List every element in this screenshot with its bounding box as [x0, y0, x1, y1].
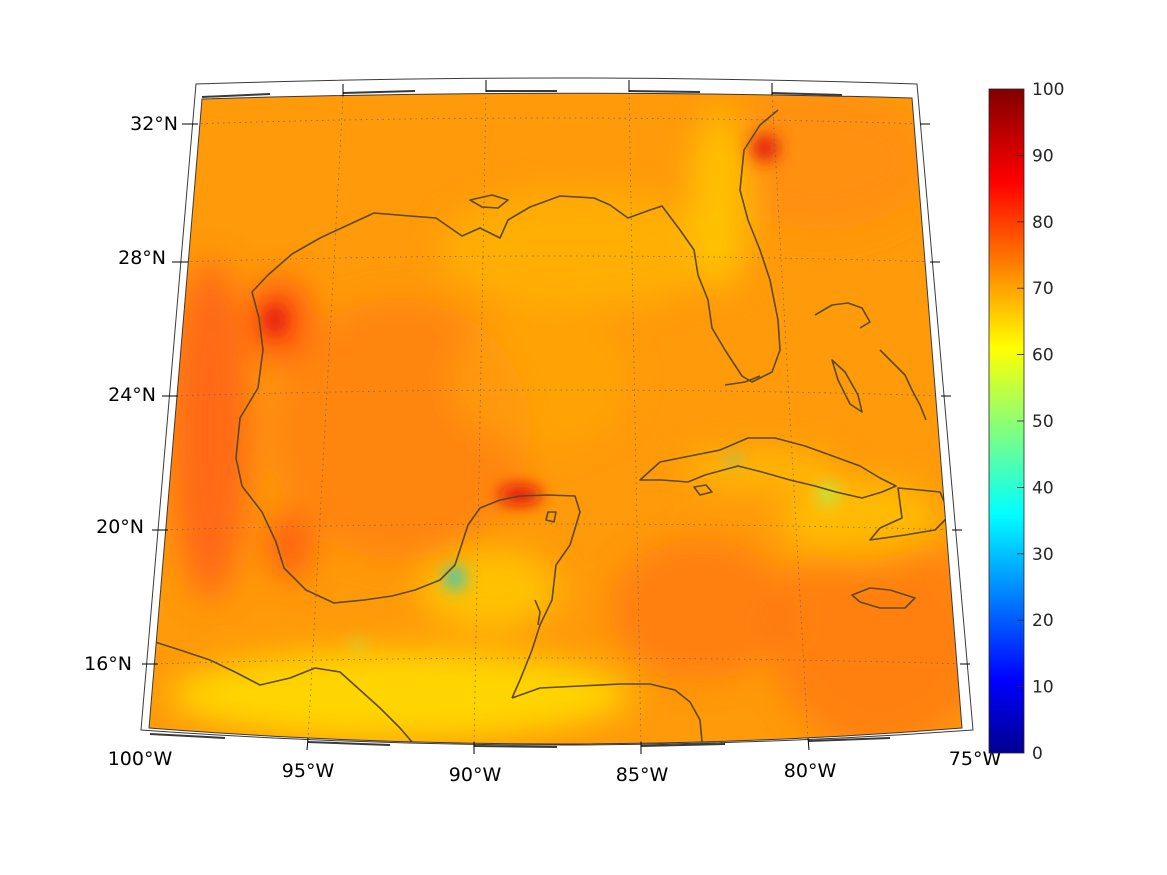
field-patch	[440, 190, 720, 310]
florida-keys	[724, 375, 761, 386]
lat-label-28n: 28°N	[118, 247, 166, 269]
frame-outer	[140, 77, 974, 746]
longitude-labels: 100°W 95°W 90°W 85°W 80°W 75°W	[108, 748, 1002, 786]
colorbar-label-30: 30	[1032, 545, 1054, 565]
gulf-coast-north	[251, 109, 781, 389]
field-spot	[445, 566, 465, 590]
lat-label-24n: 24°N	[108, 384, 156, 406]
frame-band-marks	[149, 90, 891, 748]
lat-label-32n: 32°N	[130, 113, 178, 135]
field-patch	[710, 93, 930, 230]
field-spot	[498, 485, 542, 505]
field-patch	[780, 480, 940, 560]
colorbar-labels: 100 90 80 70 60 50 40 30 20 10 0	[1032, 80, 1064, 764]
axis-ticks	[142, 80, 970, 754]
cuba	[639, 437, 897, 499]
lon-label-80w: 80°W	[784, 760, 837, 782]
frame-inner	[148, 92, 963, 745]
parallel-24n	[169, 389, 949, 397]
colorbar-label-80: 80	[1032, 213, 1054, 233]
field-spot	[751, 134, 779, 162]
colorbar-label-60: 60	[1032, 346, 1054, 366]
gulf-coast	[235, 387, 581, 699]
colorbar-label-90: 90	[1032, 146, 1054, 166]
field-patch	[690, 110, 750, 290]
colorbar-label-50: 50	[1032, 412, 1054, 432]
colorbar-label-70: 70	[1032, 279, 1054, 299]
field-patch	[770, 530, 962, 744]
colorbar-label-0: 0	[1032, 744, 1043, 764]
hispaniola	[869, 487, 951, 541]
bahamas-east	[879, 349, 927, 421]
florida-panhandle-bay	[469, 194, 509, 209]
colorbar-label-10: 10	[1032, 678, 1054, 698]
field-patch	[170, 650, 630, 740]
pacific-coast	[154, 641, 413, 743]
lon-label-95w: 95°W	[282, 760, 335, 782]
field-patch	[170, 260, 250, 600]
lon-label-75w: 75°W	[949, 748, 1002, 770]
colorbar: 100 90 80 70 60 50 40 30 20 10 0	[988, 80, 1064, 764]
graticule	[149, 93, 962, 744]
field-variation	[170, 93, 962, 744]
latitude-labels: 32°N 28°N 24°N 20°N 16°N	[84, 113, 178, 675]
colorbar-label-100: 100	[1032, 80, 1064, 100]
colorbar-ticks	[1017, 154, 1024, 687]
bahamas-andros	[831, 359, 863, 413]
lat-label-16n: 16°N	[84, 653, 132, 675]
lon-label-90w: 90°W	[449, 764, 502, 786]
map-frame	[140, 77, 974, 748]
lon-label-100w: 100°W	[108, 748, 173, 770]
lat-label-20n: 20°N	[96, 516, 144, 538]
tick-lon-95w	[306, 737, 309, 751]
colorbar-label-40: 40	[1032, 478, 1054, 498]
field-patch	[268, 510, 312, 580]
field-spot	[263, 304, 287, 336]
field-patch	[450, 310, 630, 450]
belize-cays	[534, 599, 541, 626]
central-america-coast	[511, 683, 703, 743]
field-spot	[727, 456, 739, 464]
cozumel	[545, 511, 557, 523]
field-patch	[680, 450, 840, 490]
tick-lon-80w	[807, 737, 810, 751]
coastlines	[154, 109, 951, 743]
lon-label-85w: 85°W	[616, 764, 669, 786]
jamaica	[851, 587, 916, 609]
isla-de-la-juventud	[693, 484, 713, 496]
bahamas-north	[814, 302, 871, 329]
field-patch	[610, 540, 790, 680]
parallel-16n	[149, 657, 962, 665]
colorbar-label-20: 20	[1032, 611, 1054, 631]
data-field	[149, 93, 962, 744]
field-spot	[353, 640, 363, 650]
